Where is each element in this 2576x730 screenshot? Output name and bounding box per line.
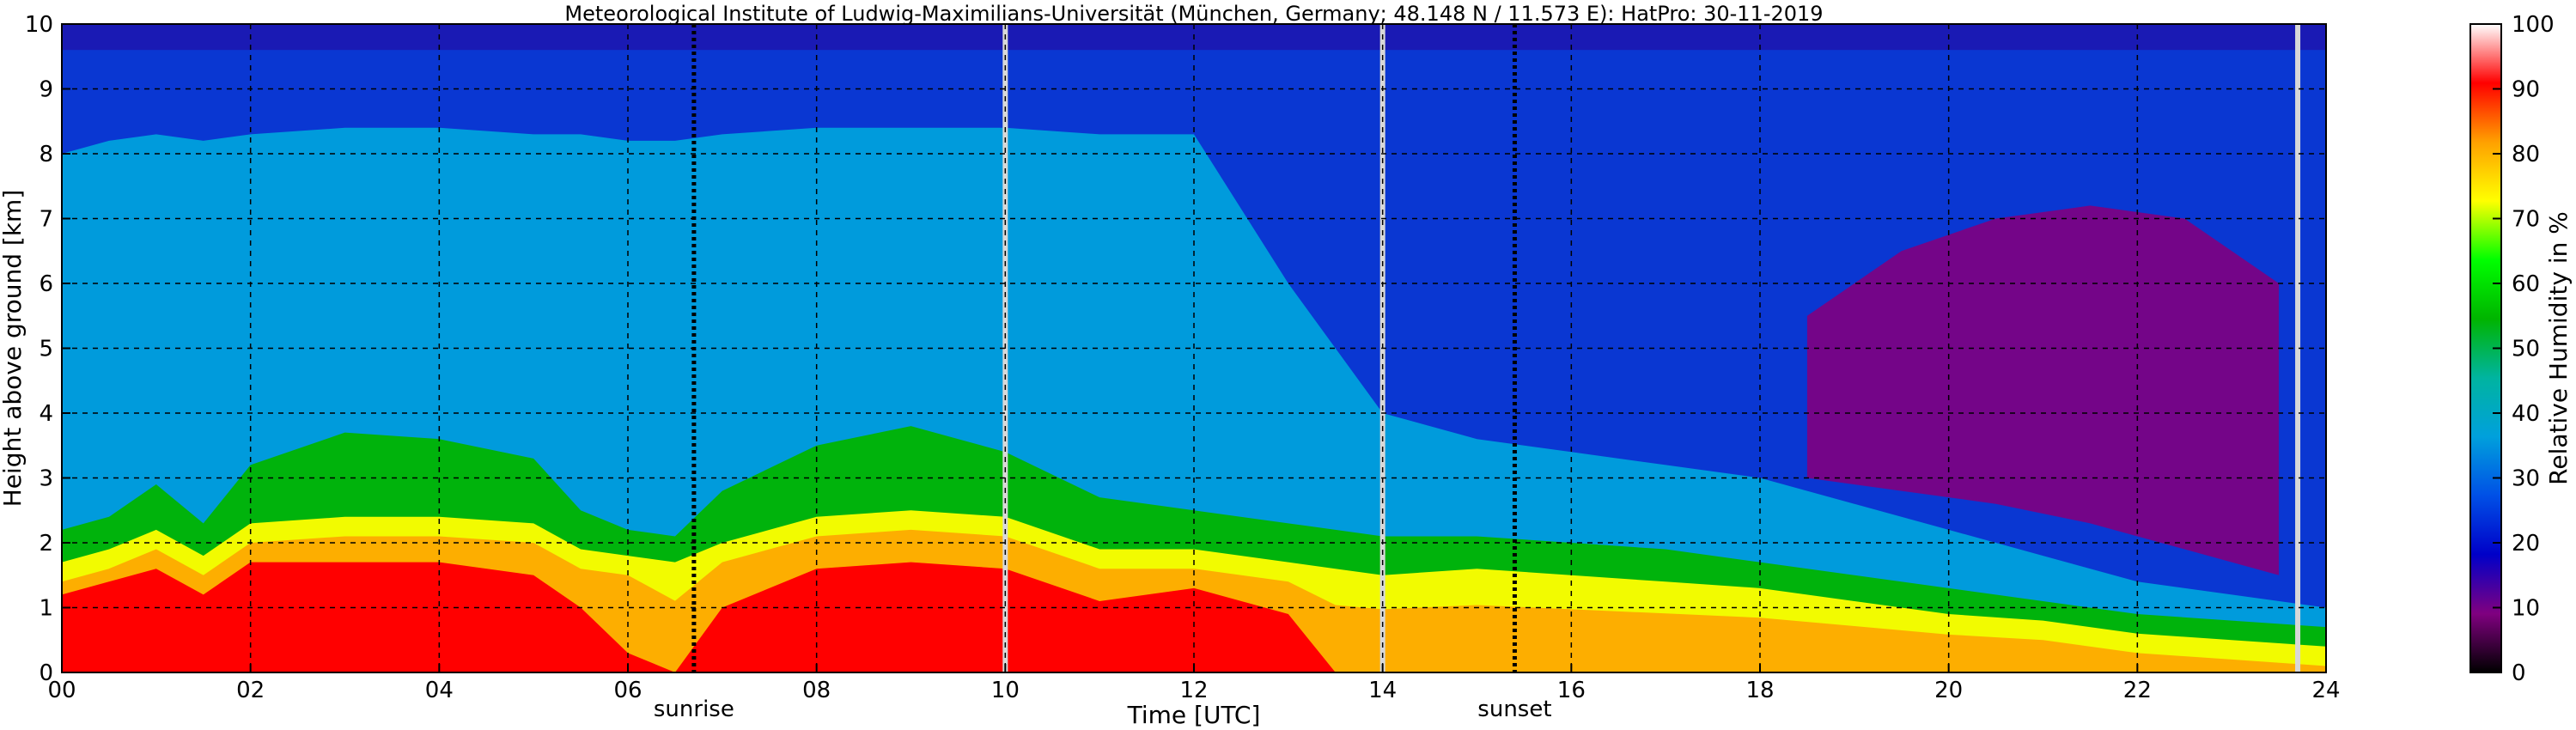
dry-layer <box>1806 205 2280 575</box>
y-tick-label: 0 <box>39 660 53 686</box>
sun-event-labels: sunrise sunset <box>654 697 1552 722</box>
colorbar: 0 10 20 30 40 50 60 70 80 90 100 <box>2469 12 2555 686</box>
y-tick-label: 6 <box>39 271 53 297</box>
colorbar-tick-label: 0 <box>2512 660 2526 686</box>
x-tick-label: 16 <box>1557 678 1586 703</box>
sunrise-label: sunrise <box>654 697 734 722</box>
band-rh-90-core <box>62 562 2326 672</box>
plot-area <box>61 23 2327 673</box>
colorbar-tick-label: 60 <box>2512 271 2540 297</box>
x-tick-label: 12 <box>1179 678 1208 703</box>
colorbar-tick-label: 10 <box>2512 596 2540 622</box>
colorbar-tick-label: 50 <box>2512 337 2540 362</box>
x-tick-label: 08 <box>802 678 831 703</box>
colorbar-ticks: 0 10 20 30 40 50 60 70 80 90 100 <box>2493 12 2555 686</box>
x-axis-label: Time [UTC] <box>1127 701 1261 729</box>
data-gap <box>2295 24 2301 672</box>
grid-lines <box>62 24 2326 672</box>
y-tick-label: 2 <box>39 531 53 557</box>
colorbar-tick-label: 20 <box>2512 531 2540 557</box>
y-tick-label: 9 <box>39 77 53 103</box>
x-axis: 00 02 04 06 08 10 12 14 16 18 20 22 24 <box>47 664 2341 703</box>
y-axis: 0 1 2 3 4 5 6 7 8 9 10 <box>25 12 70 686</box>
x-tick-label: 00 <box>47 678 76 703</box>
x-tick-label: 10 <box>991 678 1020 703</box>
x-tick-label: 02 <box>236 678 265 703</box>
x-tick-label: 20 <box>1934 678 1963 703</box>
colorbar-tick-label: 40 <box>2512 401 2540 427</box>
sunset-label: sunset <box>1477 697 1551 722</box>
colorbar-tick-label: 80 <box>2512 142 2540 167</box>
y-tick-label: 1 <box>39 596 53 622</box>
y-tick-label: 7 <box>39 207 53 233</box>
y-tick-label: 5 <box>39 337 53 362</box>
y-tick-label: 8 <box>39 142 53 167</box>
x-tick-label: 14 <box>1368 678 1397 703</box>
x-tick-label: 18 <box>1745 678 1774 703</box>
x-tick-label: 06 <box>613 678 642 703</box>
chart-title: Meteorological Institute of Ludwig-Maxim… <box>564 2 1823 26</box>
colorbar-tick-label: 100 <box>2512 12 2555 38</box>
colorbar-tick-label: 90 <box>2512 77 2540 103</box>
y-axis-label: Height above ground [km] <box>0 190 27 508</box>
colorbar-label: Relative Humidity in % <box>2544 211 2573 485</box>
x-tick-label: 22 <box>2123 678 2152 703</box>
y-tick-label: 10 <box>25 12 53 38</box>
y-tick-label: 3 <box>39 466 53 492</box>
y-tick-label: 4 <box>39 401 53 427</box>
x-tick-label: 04 <box>425 678 454 703</box>
x-tick-label: 24 <box>2311 678 2340 703</box>
colorbar-tick-label: 70 <box>2512 207 2540 233</box>
colorbar-tick-label: 30 <box>2512 466 2540 492</box>
